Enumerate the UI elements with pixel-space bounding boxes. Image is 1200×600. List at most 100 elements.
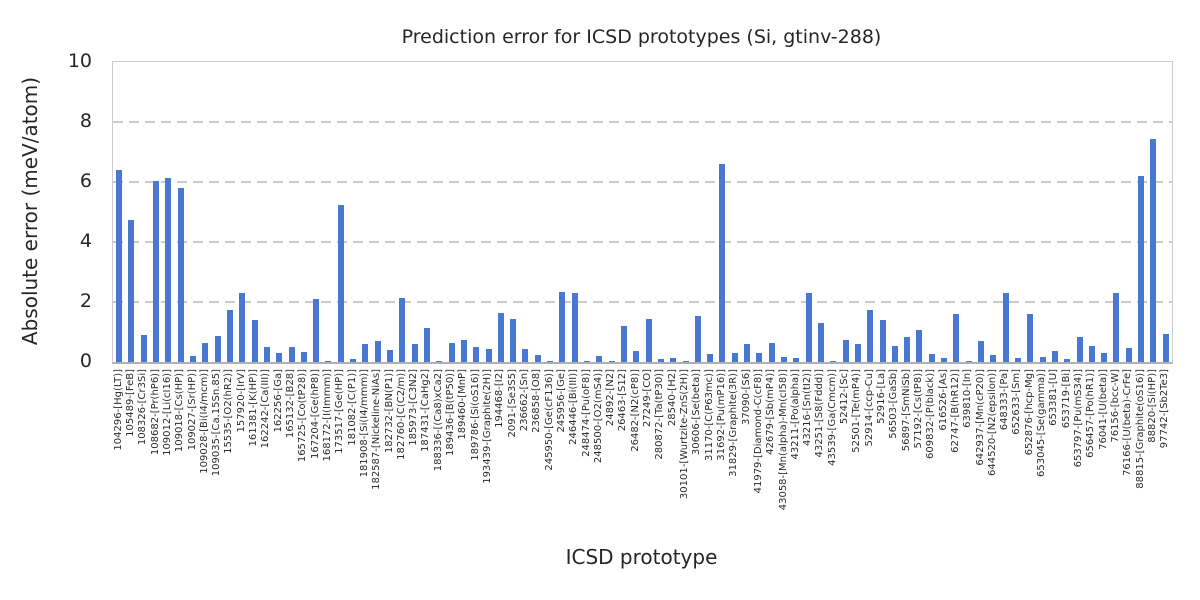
bar-88815-[Graphite(oS16)] (1138, 176, 1145, 362)
x-tick-cell: 109035-[Ca.15Sn.85] (211, 369, 223, 539)
x-tick-cell: 31170-[C(P63mc)] (703, 369, 715, 539)
x-tick-label: 31829-[Graphite(3R)] (728, 369, 740, 477)
y-tick-label-8: 8 (79, 110, 92, 132)
x-tick-label: 182760-[C(C2/m)] (395, 369, 407, 460)
y-axis-ticks: 0 2 4 6 8 10 (20, 50, 92, 372)
x-tick-cell: 187431-[CaHg2] (420, 369, 432, 539)
bar-31170-[C(P63mc)] (707, 353, 714, 362)
y-tick-label-0: 0 (79, 350, 92, 372)
bar-cell (507, 62, 519, 362)
x-tick-label: 182732-[BN(P1)] (383, 369, 395, 454)
bar-182587-[Nickeline-NiAs] (374, 341, 381, 362)
x-tick-cell: 43211-[Po(alpha)] (789, 369, 801, 539)
x-tick-cell: 43216-[Sn(tI2)] (802, 369, 814, 539)
bar-cell (248, 62, 260, 362)
x-tick-cell: 248500-[O2(mS4)] (592, 369, 604, 539)
bar-652876-[hcp-Mg] (1027, 314, 1034, 362)
bar-cell (298, 62, 310, 362)
x-tick-label: 109018-[Cs(HP)] (174, 369, 186, 453)
x-tick-label: 161381-[K(HP)] (248, 369, 260, 447)
x-tick-label: 31170-[C(P63mc)] (703, 369, 715, 462)
bar-37090-[S6] (744, 344, 751, 362)
x-tick-cell: 644520-[N2(epsilon)] (986, 369, 998, 539)
bar-57192-[Cs(tP8)] (916, 329, 923, 362)
bar-639810-[In] (965, 361, 972, 362)
bar-cell (1000, 62, 1012, 362)
x-tick-label: 616526-[As] (937, 369, 949, 431)
x-tick-cell: 108326-[Cr3Si] (137, 369, 149, 539)
bar-cell (372, 62, 384, 362)
bar-194468-[I2] (497, 312, 504, 362)
bar-cell (778, 62, 790, 362)
bar-cell (1160, 62, 1172, 362)
x-tick-label: 173517-[Ge(HP)] (334, 369, 346, 454)
bar-162242-[Ca(III)] (263, 347, 270, 362)
x-tick-label: 108682-[Pr(hP6)] (149, 369, 161, 456)
x-tick-label: 43539-[Ga(Cmcm)] (826, 369, 838, 466)
x-tick-label: 280872-[Ta(tP30)] (654, 369, 666, 460)
bar-cell (593, 62, 605, 362)
bar-cell (815, 62, 827, 362)
x-tick-cell: 642937-[Mn(cP20)] (974, 369, 986, 539)
x-tick-label: 52412-[Sc] (839, 369, 851, 425)
bar-cell (1147, 62, 1159, 362)
bar-109012-[Li(cI16)] (165, 177, 172, 362)
bar-cell (642, 62, 654, 362)
bar-246446-[Bi(III)] (571, 293, 578, 362)
bar-236858-[O8] (534, 354, 541, 362)
bar-161381-[K(HP)] (251, 320, 258, 362)
bar-109035-[Ca.15Sn.85] (214, 335, 221, 362)
bar-280872-[Ta(tP30)] (657, 359, 664, 362)
bar-cell (544, 62, 556, 362)
bar-248500-[O2(mS4)] (596, 356, 603, 362)
bar-cell (803, 62, 815, 362)
bar-189786-[Si(oS16)] (473, 347, 480, 362)
bar-cell (138, 62, 150, 362)
x-tick-cell: 52412-[Sc] (838, 369, 850, 539)
x-tick-cell: 181908-[Si(I4/mmm)] (358, 369, 370, 539)
bar-30101-[Wurtzite-ZnS(2H)] (682, 361, 689, 362)
x-tick-cell: 181082-[C(P1)] (346, 369, 358, 539)
gridline-y-6 (113, 181, 1172, 183)
bar-31829-[Graphite(3R)] (731, 353, 738, 362)
bar-167204-[Ge(hP8)] (313, 299, 320, 362)
x-tick-cell: 76156-[bcc-W] (1109, 369, 1121, 539)
gridline-y-8 (113, 121, 1172, 123)
x-tick-label: 187431-[CaHg2] (420, 369, 432, 452)
bar-165132-[B28] (288, 347, 295, 362)
bar-cell (926, 62, 938, 362)
bar-cell (236, 62, 248, 362)
x-tick-label: 653381-[U] (1048, 369, 1060, 426)
bar-648333-[Pa] (1002, 293, 1009, 362)
bar-cell (839, 62, 851, 362)
bar-187431-[CaHg2] (423, 327, 430, 362)
x-tick-label: 88815-[Graphite(oS16)] (1134, 369, 1146, 489)
x-tick-cell: 28540-[H2] (666, 369, 678, 539)
bar-181082-[C(P1)] (350, 359, 357, 362)
bar-cell (175, 62, 187, 362)
x-tick-label: 652876-[hcp-Mg] (1023, 369, 1035, 456)
y-tick-label-2: 2 (79, 290, 92, 312)
bar-168172-[I(Immm)] (325, 360, 332, 362)
bar-cell (199, 62, 211, 362)
x-tick-cell: 167204-[Ge(hP8)] (309, 369, 321, 539)
bar-cell (692, 62, 704, 362)
x-tick-label: 42679-[Sb(mP4)] (765, 369, 777, 455)
bar-109027-[Sr(HP)] (190, 356, 197, 362)
bar-cell (384, 62, 396, 362)
x-tick-label: 162242-[Ca(III)] (260, 369, 272, 449)
bar-cell (753, 62, 765, 362)
x-axis-label: ICSD prototype (565, 545, 718, 569)
bar-656457-[Po(hR1)] (1088, 345, 1095, 362)
x-tick-label: 194468-[I2] (494, 369, 506, 428)
x-tick-cell: 43251-[S8(Fddd)] (814, 369, 826, 539)
bar-41979-[Diamond-C(cF8)] (756, 353, 763, 362)
bar-cell (1012, 62, 1024, 362)
x-tick-label: 41979-[Diamond-C(cF8)] (752, 369, 764, 494)
bar-cell (1123, 62, 1135, 362)
x-tick-label: 236858-[O8] (531, 369, 543, 433)
y-tick-label-6: 6 (79, 170, 92, 192)
x-tick-cell: 245950-[Ge(cF136)] (543, 369, 555, 539)
bar-cell (458, 62, 470, 362)
x-tick-label: 188336-[(Ca8)xCa2] (432, 369, 444, 472)
